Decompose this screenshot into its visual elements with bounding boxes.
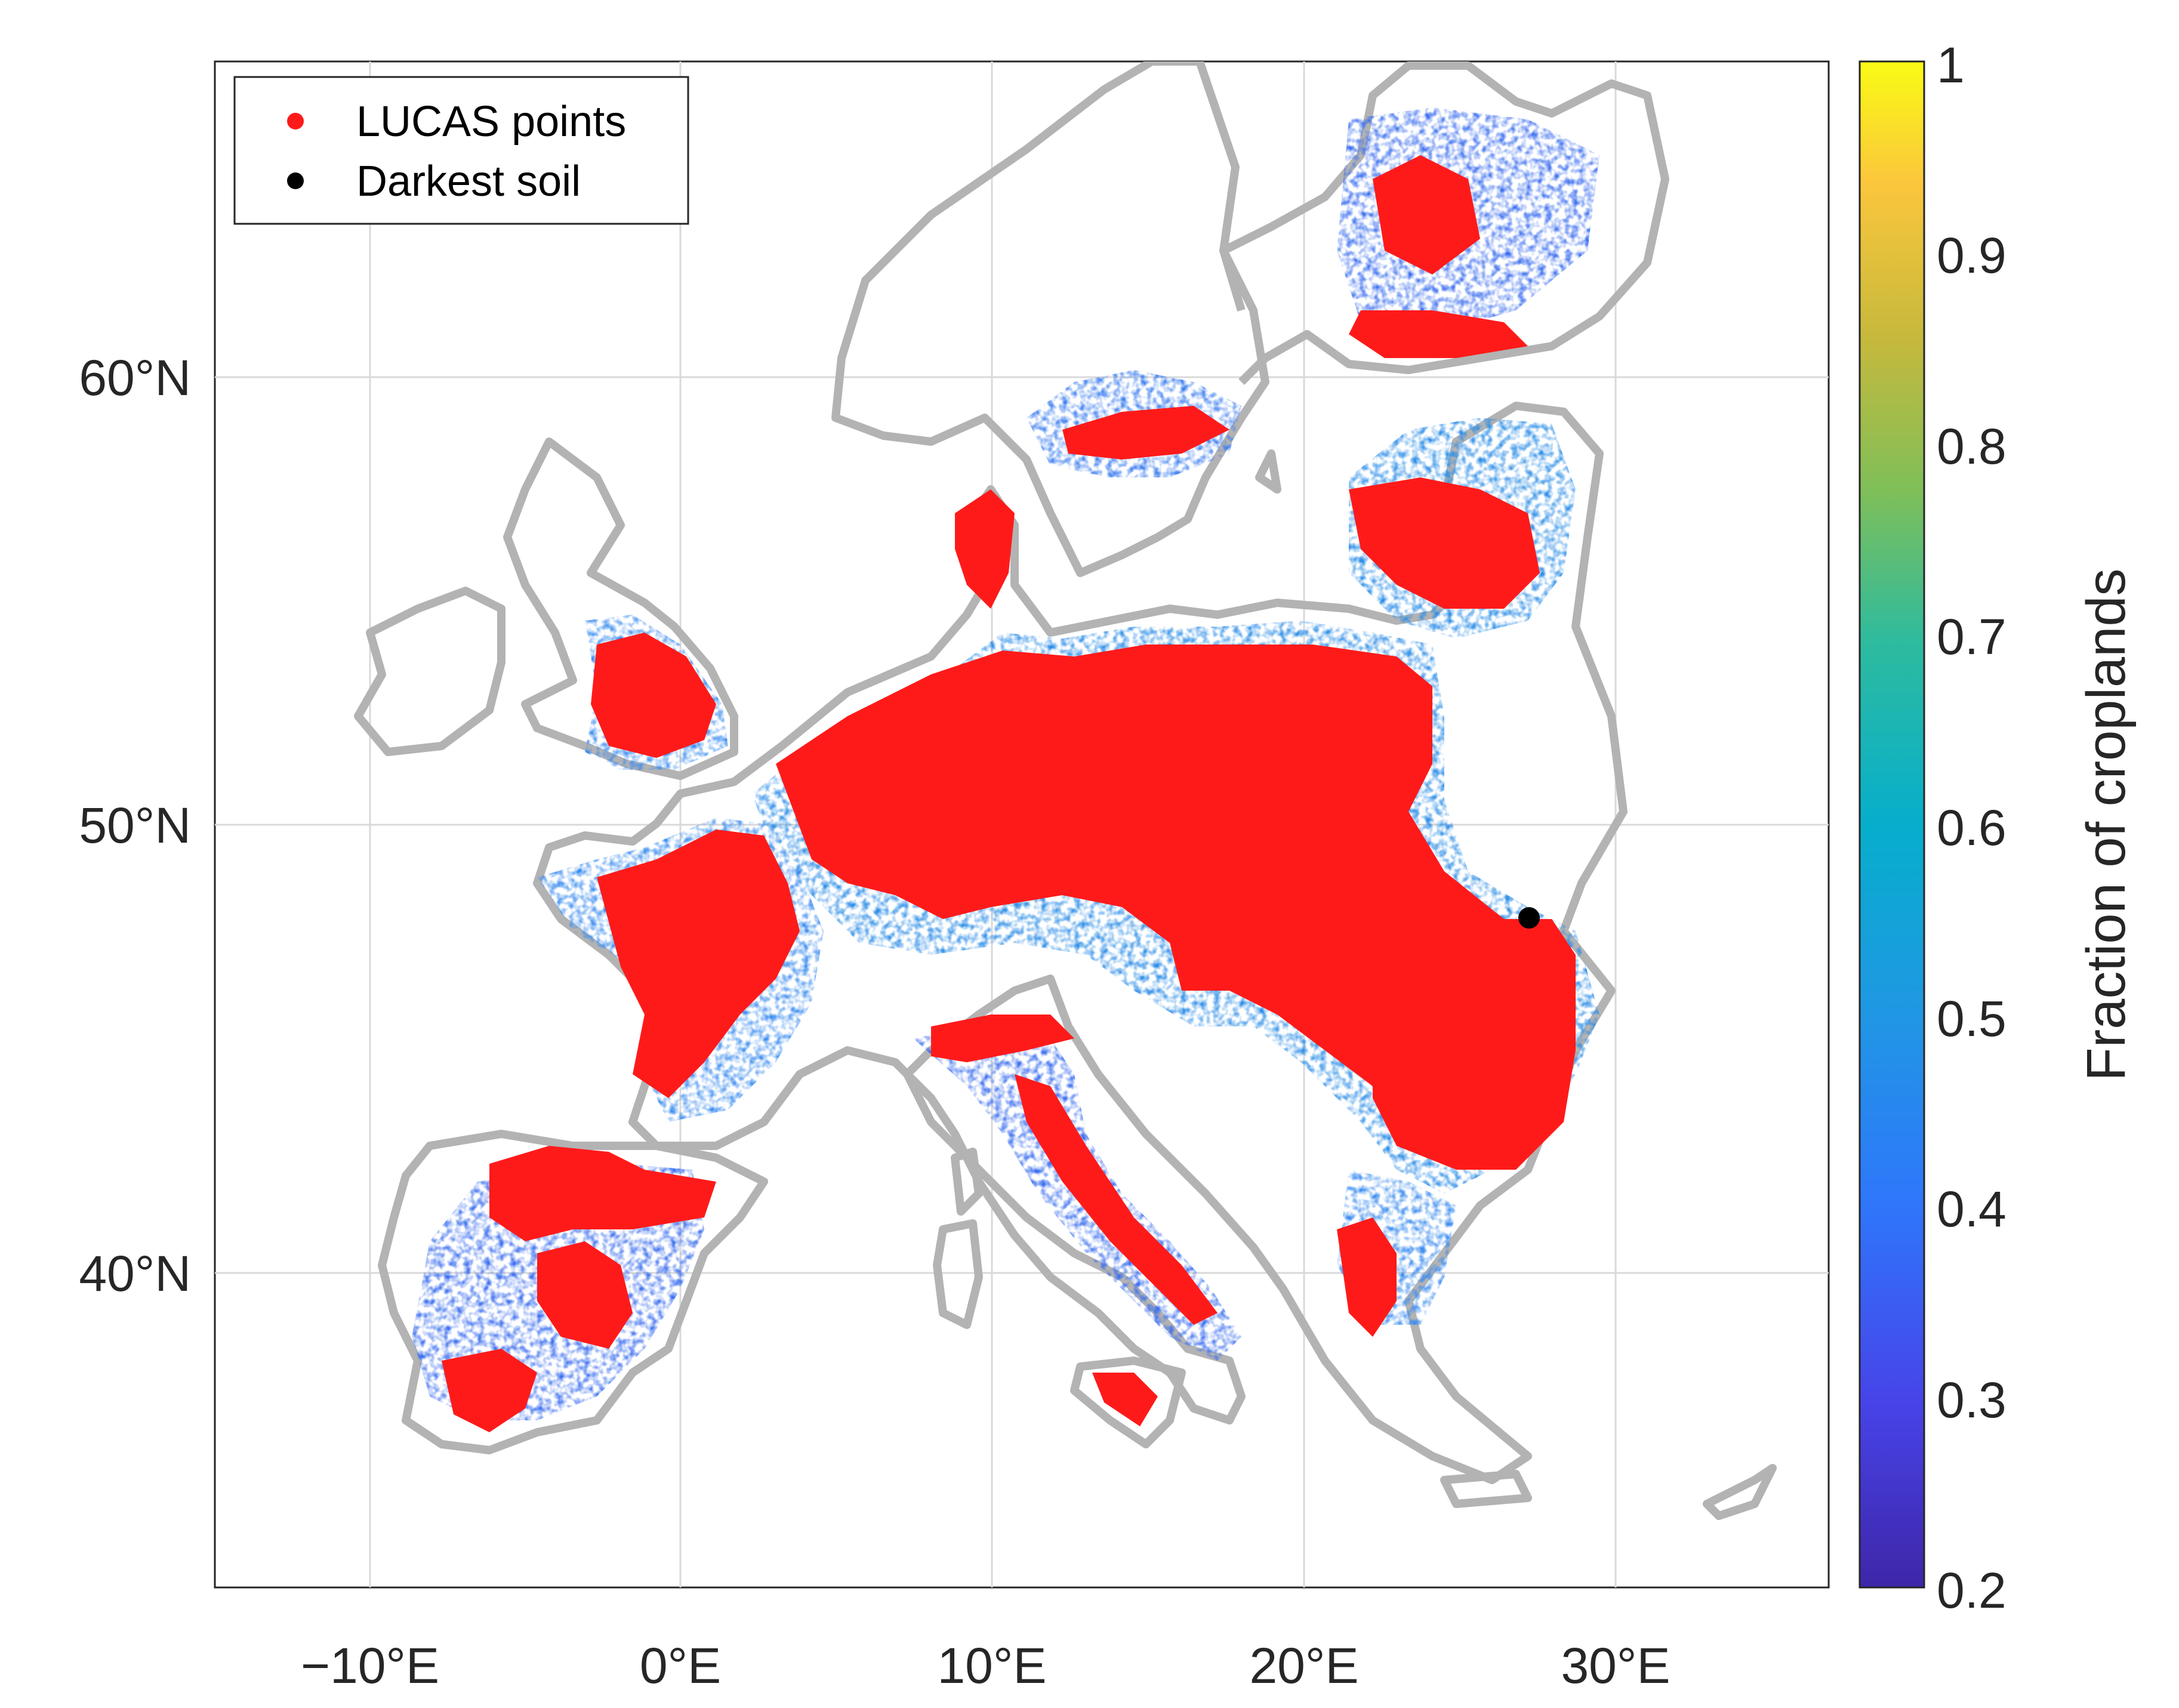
x-tick-0: 0°E (640, 1638, 721, 1694)
y-axis-ticks: 60°N 50°N 40°N (79, 350, 191, 1302)
x-axis-ticks: −10°E 0°E 10°E 20°E 30°E (301, 1638, 1671, 1694)
lucas-points-south-sweden (1062, 406, 1229, 460)
x-tick-20: 20°E (1249, 1638, 1358, 1694)
black-dot-icon (287, 172, 304, 189)
lucas-points-france (597, 830, 800, 1098)
crete-outline (1440, 1470, 1532, 1508)
y-tick-40: 40°N (79, 1245, 191, 1302)
great-britain-outline (503, 437, 738, 780)
lucas-points-finland-north (1373, 155, 1480, 275)
colorbar-tick-0.9: 0.9 (1937, 227, 2007, 283)
colorbar-tick-0.7: 0.7 (1937, 609, 2007, 665)
colorbar-label: Fraction of croplands (2076, 568, 2137, 1081)
colorbar-tick-0.2: 0.2 (1937, 1562, 2007, 1618)
land-outlines (354, 61, 1777, 1520)
lucas-points-central-europe (776, 645, 1576, 1146)
x-tick-30: 30°E (1561, 1638, 1670, 1694)
lucas-points-italy-boot (1015, 1074, 1218, 1325)
lucas-points-andalusia (442, 1349, 537, 1432)
lucas-points-britain (591, 633, 716, 758)
sardinia-outline (933, 1219, 983, 1329)
corsica-outline (951, 1148, 983, 1216)
lucas-points-baltics (1349, 477, 1540, 609)
gotland-outline (1255, 449, 1281, 494)
continental-europe-outline (533, 402, 1628, 1484)
colorbar-ticks: 1 0.9 0.8 0.7 0.6 0.5 0.4 0.3 0.2 (1937, 37, 2007, 1618)
sicily-outline (1070, 1356, 1186, 1448)
lucas-points-sicily (1092, 1373, 1158, 1426)
x-tick-minus10: −10°E (301, 1638, 439, 1694)
red-dot-icon (287, 113, 304, 130)
legend-box (233, 76, 689, 225)
lucas-points-po-valley (931, 1015, 1074, 1062)
colorbar-gradient (1859, 60, 1925, 1589)
lucas-points-finland (1349, 310, 1528, 358)
legend: LUCAS points Darkest soil (233, 76, 689, 225)
scandinavia-outline (831, 61, 1269, 577)
colorbar-tick-0.5: 0.5 (1937, 991, 2007, 1047)
ireland-outline (354, 587, 506, 756)
colorbar-tick-0.3: 0.3 (1937, 1372, 2007, 1428)
iberia-outline (378, 1130, 768, 1454)
darkest-soil-marker (1518, 907, 1540, 929)
y-tick-50: 50°N (79, 797, 191, 853)
legend-label-darkest-soil: Darkest soil (356, 158, 581, 205)
colorbar-tick-0.8: 0.8 (1937, 418, 2007, 474)
legend-label-lucas-points: LUCAS points (356, 98, 626, 146)
cyprus-outline (1703, 1464, 1777, 1520)
x-tick-10: 10°E (937, 1638, 1046, 1694)
colorbar: 1 0.9 0.8 0.7 0.6 0.5 0.4 0.3 0.2 Fracti… (1859, 37, 2137, 1618)
colorbar-tick-1: 1 (1937, 37, 1965, 93)
lucas-points-layer (442, 155, 1576, 1432)
lucas-points-spain-north (489, 1146, 716, 1241)
y-tick-60: 60°N (79, 350, 191, 406)
lucas-points-denmark (955, 489, 1015, 609)
colorbar-tick-0.6: 0.6 (1937, 800, 2007, 856)
lucas-points-spain-south (537, 1241, 633, 1349)
lucas-points-greece (1337, 1217, 1397, 1337)
gulf-of-bothnia-outline (1219, 61, 1669, 385)
lucas-points-romania (1373, 919, 1576, 1170)
colorbar-tick-0.4: 0.4 (1937, 1181, 2007, 1237)
